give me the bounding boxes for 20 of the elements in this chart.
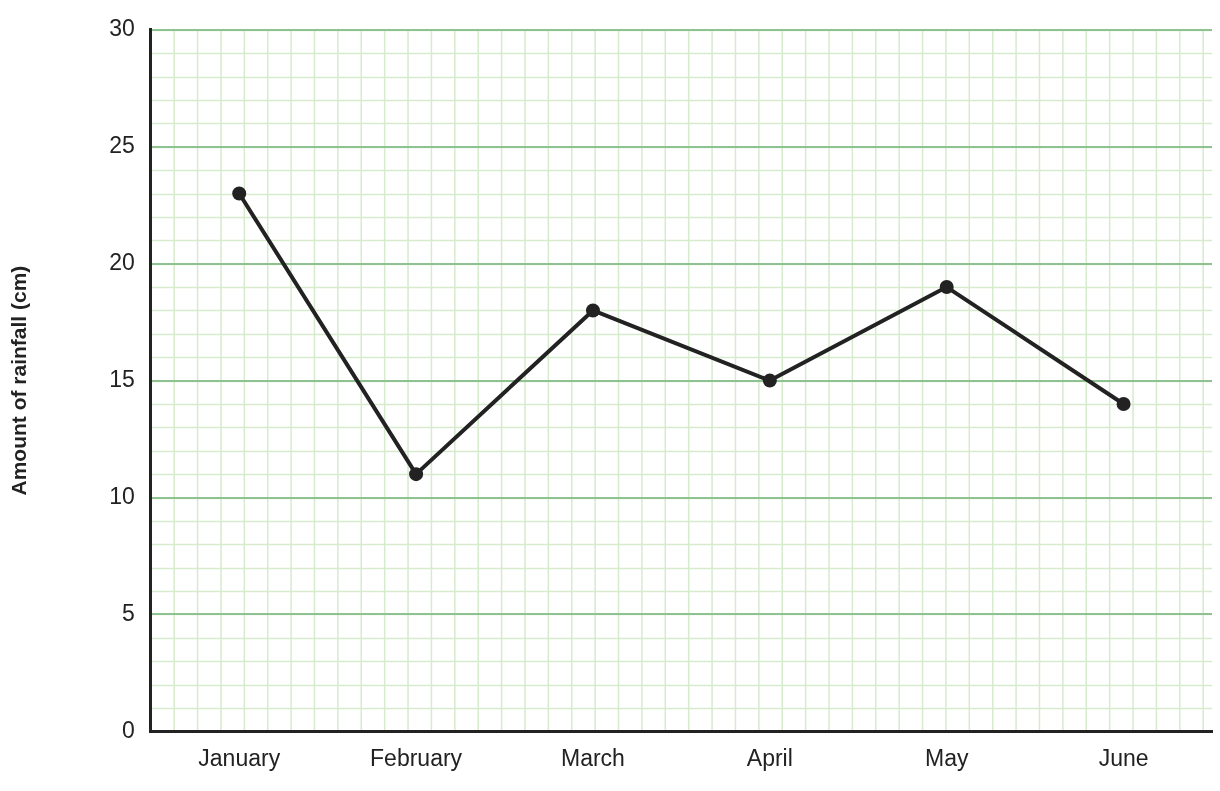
point [409,467,424,482]
y-tick-label: 5 [121,599,135,626]
point [1116,396,1131,411]
x-tick-label: May [924,744,969,771]
point [232,186,247,201]
x-tick-label: March [561,744,625,771]
y-tick-label: 30 [109,15,135,42]
point [762,373,777,388]
point [939,280,954,295]
y-tick-label: 25 [109,132,135,159]
x-tick-label: June [1098,744,1149,771]
x-tick-label: January [198,744,281,771]
y-tick-label: 10 [109,482,135,509]
y-tick-label: 20 [109,249,135,276]
point [585,303,600,318]
y-tick-label: 0 [121,716,135,743]
y-tick-label: 15 [109,365,135,392]
x-tick-label: February [370,744,463,771]
x-tick-label: April [746,744,793,771]
y-axis-title: Amount of rainfall (cm) [7,265,31,496]
